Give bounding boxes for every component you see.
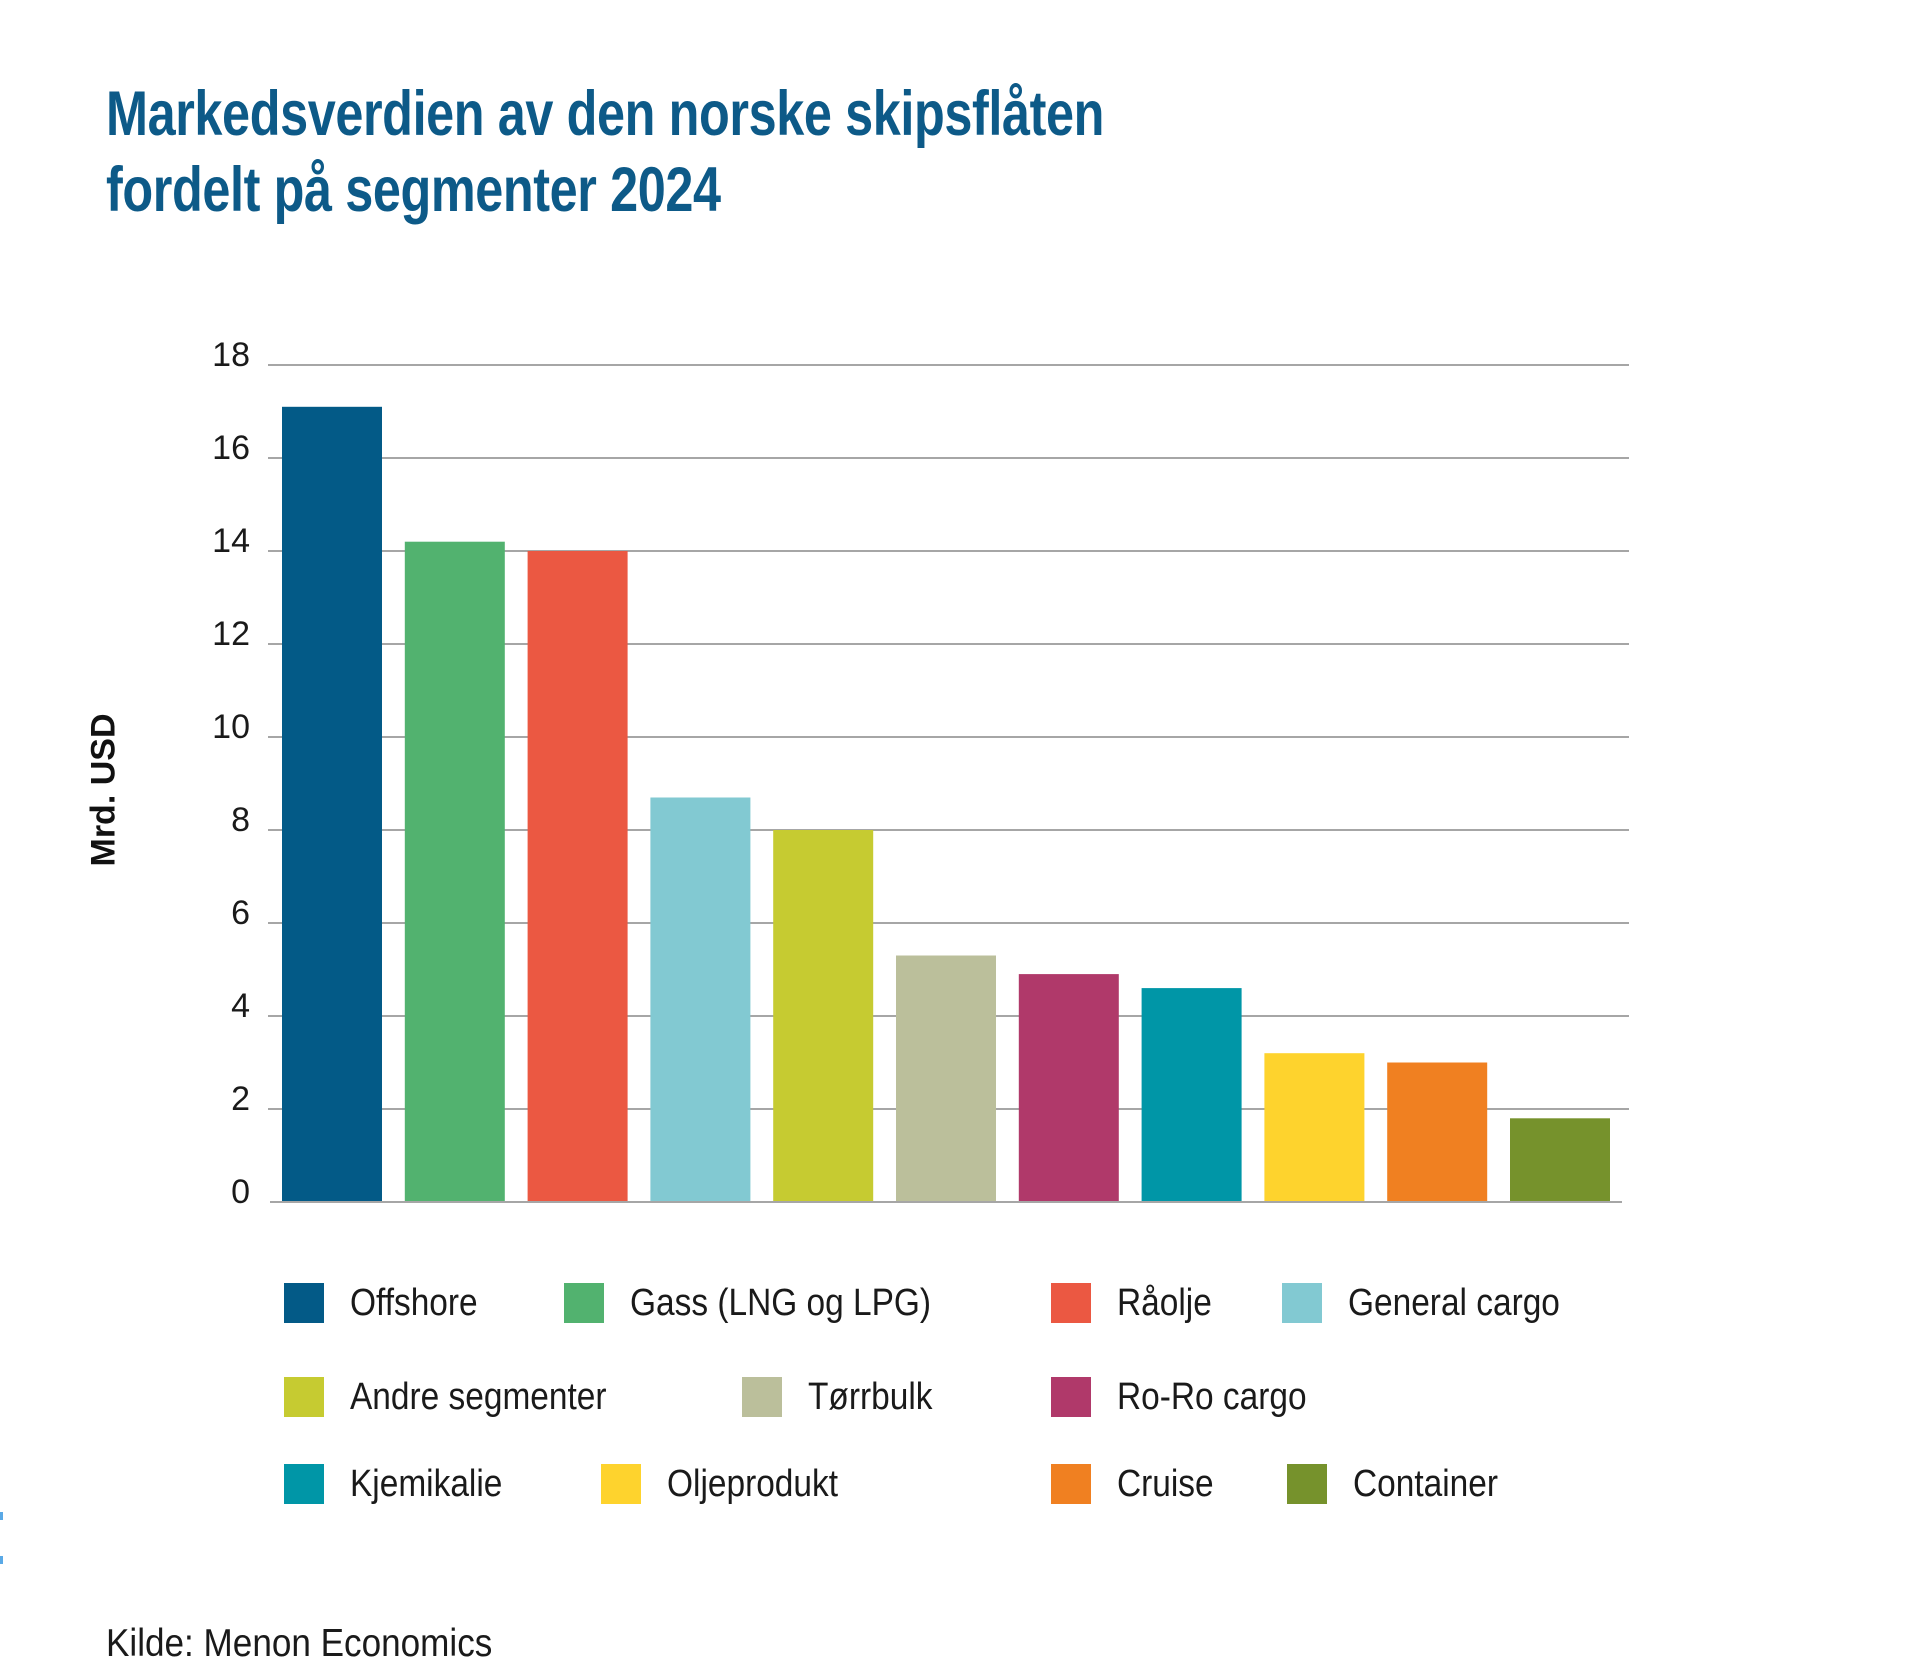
legend-item: Kjemikalie: [284, 1462, 523, 1505]
legend-label: Oljeprodukt: [667, 1462, 839, 1505]
y-tick-label: 16: [212, 429, 250, 467]
bar-råolje: Råolje: 14: [527, 551, 628, 1202]
y-axis-ticks: 0 2 4 6 8 10 12 14 16 18: [212, 336, 250, 1211]
legend-item: Andre segmenter: [284, 1375, 642, 1418]
legend-swatch: [601, 1464, 641, 1504]
legend-label: Gass (LNG og LPG): [630, 1281, 932, 1324]
legend-label: General cargo: [1348, 1281, 1560, 1324]
edge-artifact: [0, 1512, 3, 1520]
legend-item: Ro-Ro cargo: [1051, 1375, 1332, 1418]
y-tick-label: 0: [231, 1173, 250, 1211]
y-tick-label: 6: [231, 894, 250, 932]
legend-swatch: [1282, 1283, 1322, 1323]
legend-swatch: [284, 1464, 324, 1504]
bar-ro-ro-cargo: Ro-Ro cargo: 4.9: [1018, 974, 1119, 1202]
chart-title: Markedsverdien av den norske skipsflåten…: [106, 76, 1104, 228]
legend-item: Oljeprodukt: [601, 1462, 861, 1505]
bar-container: Container: 1.8: [1510, 1118, 1610, 1202]
y-tick-label: 2: [231, 1080, 250, 1118]
legend-label: Andre segmenter: [350, 1375, 607, 1418]
y-tick-label: 18: [212, 336, 250, 374]
chart-title-line-2: fordelt på segmenter 2024: [106, 155, 721, 225]
legend-item: Offshore: [284, 1281, 495, 1324]
legend-label: Kjemikalie: [350, 1462, 503, 1505]
y-tick-label: 4: [231, 987, 250, 1025]
legend-swatch: [284, 1283, 324, 1323]
legend-label: Offshore: [350, 1281, 478, 1324]
bar-general-cargo: General cargo: 8.7: [650, 797, 751, 1202]
legend-swatch: [564, 1283, 604, 1323]
legend-swatch: [1051, 1283, 1091, 1323]
y-axis-label: Mrd. USD: [84, 713, 123, 867]
bar-tørrbulk: Tørrbulk: 5.3: [896, 955, 996, 1202]
legend-item: Cruise: [1051, 1462, 1227, 1505]
legend-label: Tørrbulk: [808, 1375, 933, 1418]
legend-item: Råolje: [1051, 1281, 1225, 1324]
legend-item: Gass (LNG og LPG): [564, 1281, 972, 1324]
chart-title-line-1: Markedsverdien av den norske skipsflåten: [106, 79, 1105, 149]
legend-label: Ro-Ro cargo: [1117, 1375, 1307, 1418]
y-tick-label: 12: [212, 615, 250, 653]
legend-swatch: [284, 1377, 324, 1417]
legend-label: Råolje: [1117, 1281, 1212, 1324]
edge-artifact: [0, 1556, 3, 1564]
legend-swatch: [742, 1377, 782, 1417]
y-tick-label: 8: [231, 801, 250, 839]
bar-gass-lng-og-lpg: Gass (LNG og LPG): 14.2: [404, 541, 505, 1202]
bars: Offshore: 17.1Gass (LNG og LPG): 14.2Råo…: [282, 406, 1610, 1202]
legend-label: Cruise: [1117, 1462, 1214, 1505]
y-tick-label: 14: [212, 522, 250, 560]
bar-andre-segmenter: Andre segmenter: 8: [773, 830, 874, 1202]
bar-oljeprodukt: Oljeprodukt: 3.2: [1264, 1053, 1365, 1202]
legend-swatch: [1287, 1464, 1327, 1504]
legend-swatch: [1051, 1377, 1091, 1417]
legend-item: Container: [1287, 1462, 1518, 1505]
legend-label: Container: [1353, 1462, 1498, 1505]
legend-item: Tørrbulk: [742, 1375, 949, 1418]
legend-swatch: [1051, 1464, 1091, 1504]
legend-item: General cargo: [1282, 1281, 1589, 1324]
bar-cruise: Cruise: 3: [1387, 1062, 1488, 1202]
bar-offshore: Offshore: 17.1: [282, 406, 382, 1202]
y-tick-label: 10: [212, 708, 250, 746]
source-note: Kilde: Menon Economics: [106, 1622, 493, 1665]
bar-kjemikalie: Kjemikalie: 4.6: [1141, 988, 1242, 1202]
